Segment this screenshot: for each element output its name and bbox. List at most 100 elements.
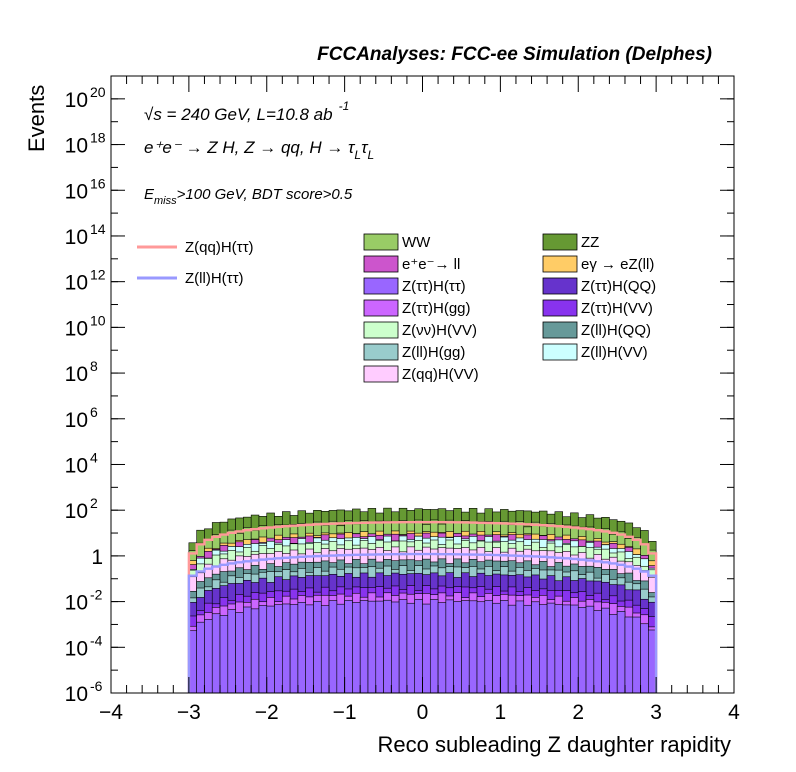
y-tick-label: 10 (65, 317, 88, 340)
histogram-bar (406, 602, 416, 694)
histogram-bar (570, 604, 579, 694)
histogram-bar (632, 616, 641, 694)
annotation-process: e⁺e⁻ → Z H, Z → qq, H → τLτL (144, 138, 374, 162)
stacked-histogram (188, 507, 657, 694)
annotation-cut: Emiss>100 GeV, BDT score>0.5 (144, 186, 353, 207)
legend-box-swatch (542, 343, 578, 361)
histogram-bar (219, 615, 229, 694)
legend-box-label: Z(ll)H(VV) (581, 344, 648, 361)
y-tick-exponent: 20 (90, 84, 106, 100)
histogram-bar (375, 600, 384, 694)
legend-box-swatch (542, 321, 578, 339)
histogram-bar (266, 605, 275, 694)
histogram-bar (344, 600, 353, 694)
histogram-bar (609, 614, 618, 694)
y-tick-exponent: -6 (90, 678, 103, 694)
histogram-bar (313, 601, 322, 694)
histogram-bar (492, 602, 501, 694)
y-tick-label: 10 (65, 363, 88, 386)
histogram-bar (289, 604, 299, 694)
y-tick-label: 10 (65, 135, 88, 158)
histogram-bar (258, 605, 268, 694)
histogram-bar (616, 611, 626, 694)
histogram-bar (297, 602, 306, 694)
histogram-bar (422, 603, 431, 694)
histogram-bar (461, 600, 470, 694)
legend-box-swatch (363, 343, 399, 361)
line-series-0 (187, 520, 658, 693)
x-tick-label: −3 (177, 701, 201, 724)
legend-box-label: Z(ττ)H(gg) (402, 300, 471, 317)
y-tick-exponent: 2 (90, 495, 98, 511)
histogram-bar (445, 599, 454, 694)
x-tick-label: 4 (728, 701, 740, 724)
y-tick-exponent: -2 (90, 587, 103, 603)
x-tick-label: −1 (333, 701, 357, 724)
legend-box-swatch (363, 255, 399, 273)
histogram-bar (640, 623, 649, 694)
chart-title: FCCAnalyses: FCC-ee Simulation (Delphes) (317, 44, 712, 65)
histogram-bar (546, 602, 556, 694)
legend-line-label: Z(qq)H(ττ) (185, 239, 254, 256)
overlay-lines (187, 520, 658, 693)
histogram-bar (601, 607, 610, 694)
stack-layer-12 (188, 599, 657, 694)
histogram-bar (391, 601, 400, 694)
histogram-bar (328, 600, 338, 694)
x-tick-label: −2 (255, 701, 279, 724)
legend-box-swatch (363, 321, 399, 339)
y-tick-label: 10 (65, 409, 88, 432)
y-tick-label: 10 (65, 454, 88, 477)
histogram-bar (476, 601, 486, 694)
legend-box-label: Z(ττ)H(ττ) (402, 278, 466, 295)
legend-box-label: Z(νν)H(VV) (402, 322, 477, 339)
histogram-bar (336, 603, 345, 694)
histogram-bar (468, 600, 478, 694)
histogram-bar (196, 621, 205, 694)
y-tick-exponent: 10 (90, 312, 106, 328)
legend-box-label: Z(qq)H(VV) (402, 366, 479, 383)
legend-boxes: WW e⁺e⁻→ ll Z(ττ)H(ττ) Z(ττ)H(gg) Z(νν)H(VV)… (363, 233, 656, 383)
x-tick-label: 3 (650, 701, 662, 724)
legend-box-swatch (363, 365, 399, 383)
y-tick-label: 10 (65, 89, 88, 112)
histogram-bar (429, 599, 439, 694)
histogram-bar (204, 619, 213, 694)
legend-box-label: Z(ll)H(QQ) (581, 322, 651, 339)
histogram-bar (562, 604, 571, 694)
y-tick-label: 10 (65, 637, 88, 660)
histogram-bar (585, 605, 595, 694)
histogram-bar (414, 599, 423, 694)
y-tick-exponent: -4 (90, 632, 103, 648)
y-tick-exponent: 4 (90, 449, 98, 465)
y-tick-exponent: 14 (90, 221, 106, 237)
y-tick-label: 10 (65, 592, 88, 615)
legend-box-label: WW (402, 234, 431, 251)
legend-box-swatch (542, 255, 578, 273)
histogram-bar (235, 612, 244, 694)
histogram-bar (523, 604, 532, 694)
legend-box-swatch (363, 233, 399, 251)
legend-box-label: Z(ττ)H(QQ) (581, 278, 656, 295)
histogram-bar (624, 616, 634, 694)
histogram-bar (282, 603, 291, 694)
legend-box-swatch (542, 277, 578, 295)
legend-box-swatch (542, 233, 578, 251)
y-tick-exponent: 6 (90, 404, 98, 420)
histogram-bar (227, 609, 236, 694)
histogram-bar (398, 599, 408, 694)
x-tick-label: 1 (495, 701, 507, 724)
y-tick-exponent: 12 (90, 267, 106, 283)
histogram-bar (507, 604, 517, 694)
histogram-bar (243, 606, 252, 694)
histogram-bar (437, 602, 447, 694)
x-tick-label: 2 (572, 701, 584, 724)
y-tick-label: 10 (65, 500, 88, 523)
histogram-bar (554, 604, 563, 694)
legend-box-label: Z(ll)H(gg) (402, 344, 465, 361)
legend-box-label: Z(ττ)H(VV) (581, 300, 653, 317)
histogram-bar (593, 610, 602, 694)
legend-line-label: Z(ll)H(ττ) (185, 270, 244, 287)
histogram-bar (211, 613, 221, 694)
